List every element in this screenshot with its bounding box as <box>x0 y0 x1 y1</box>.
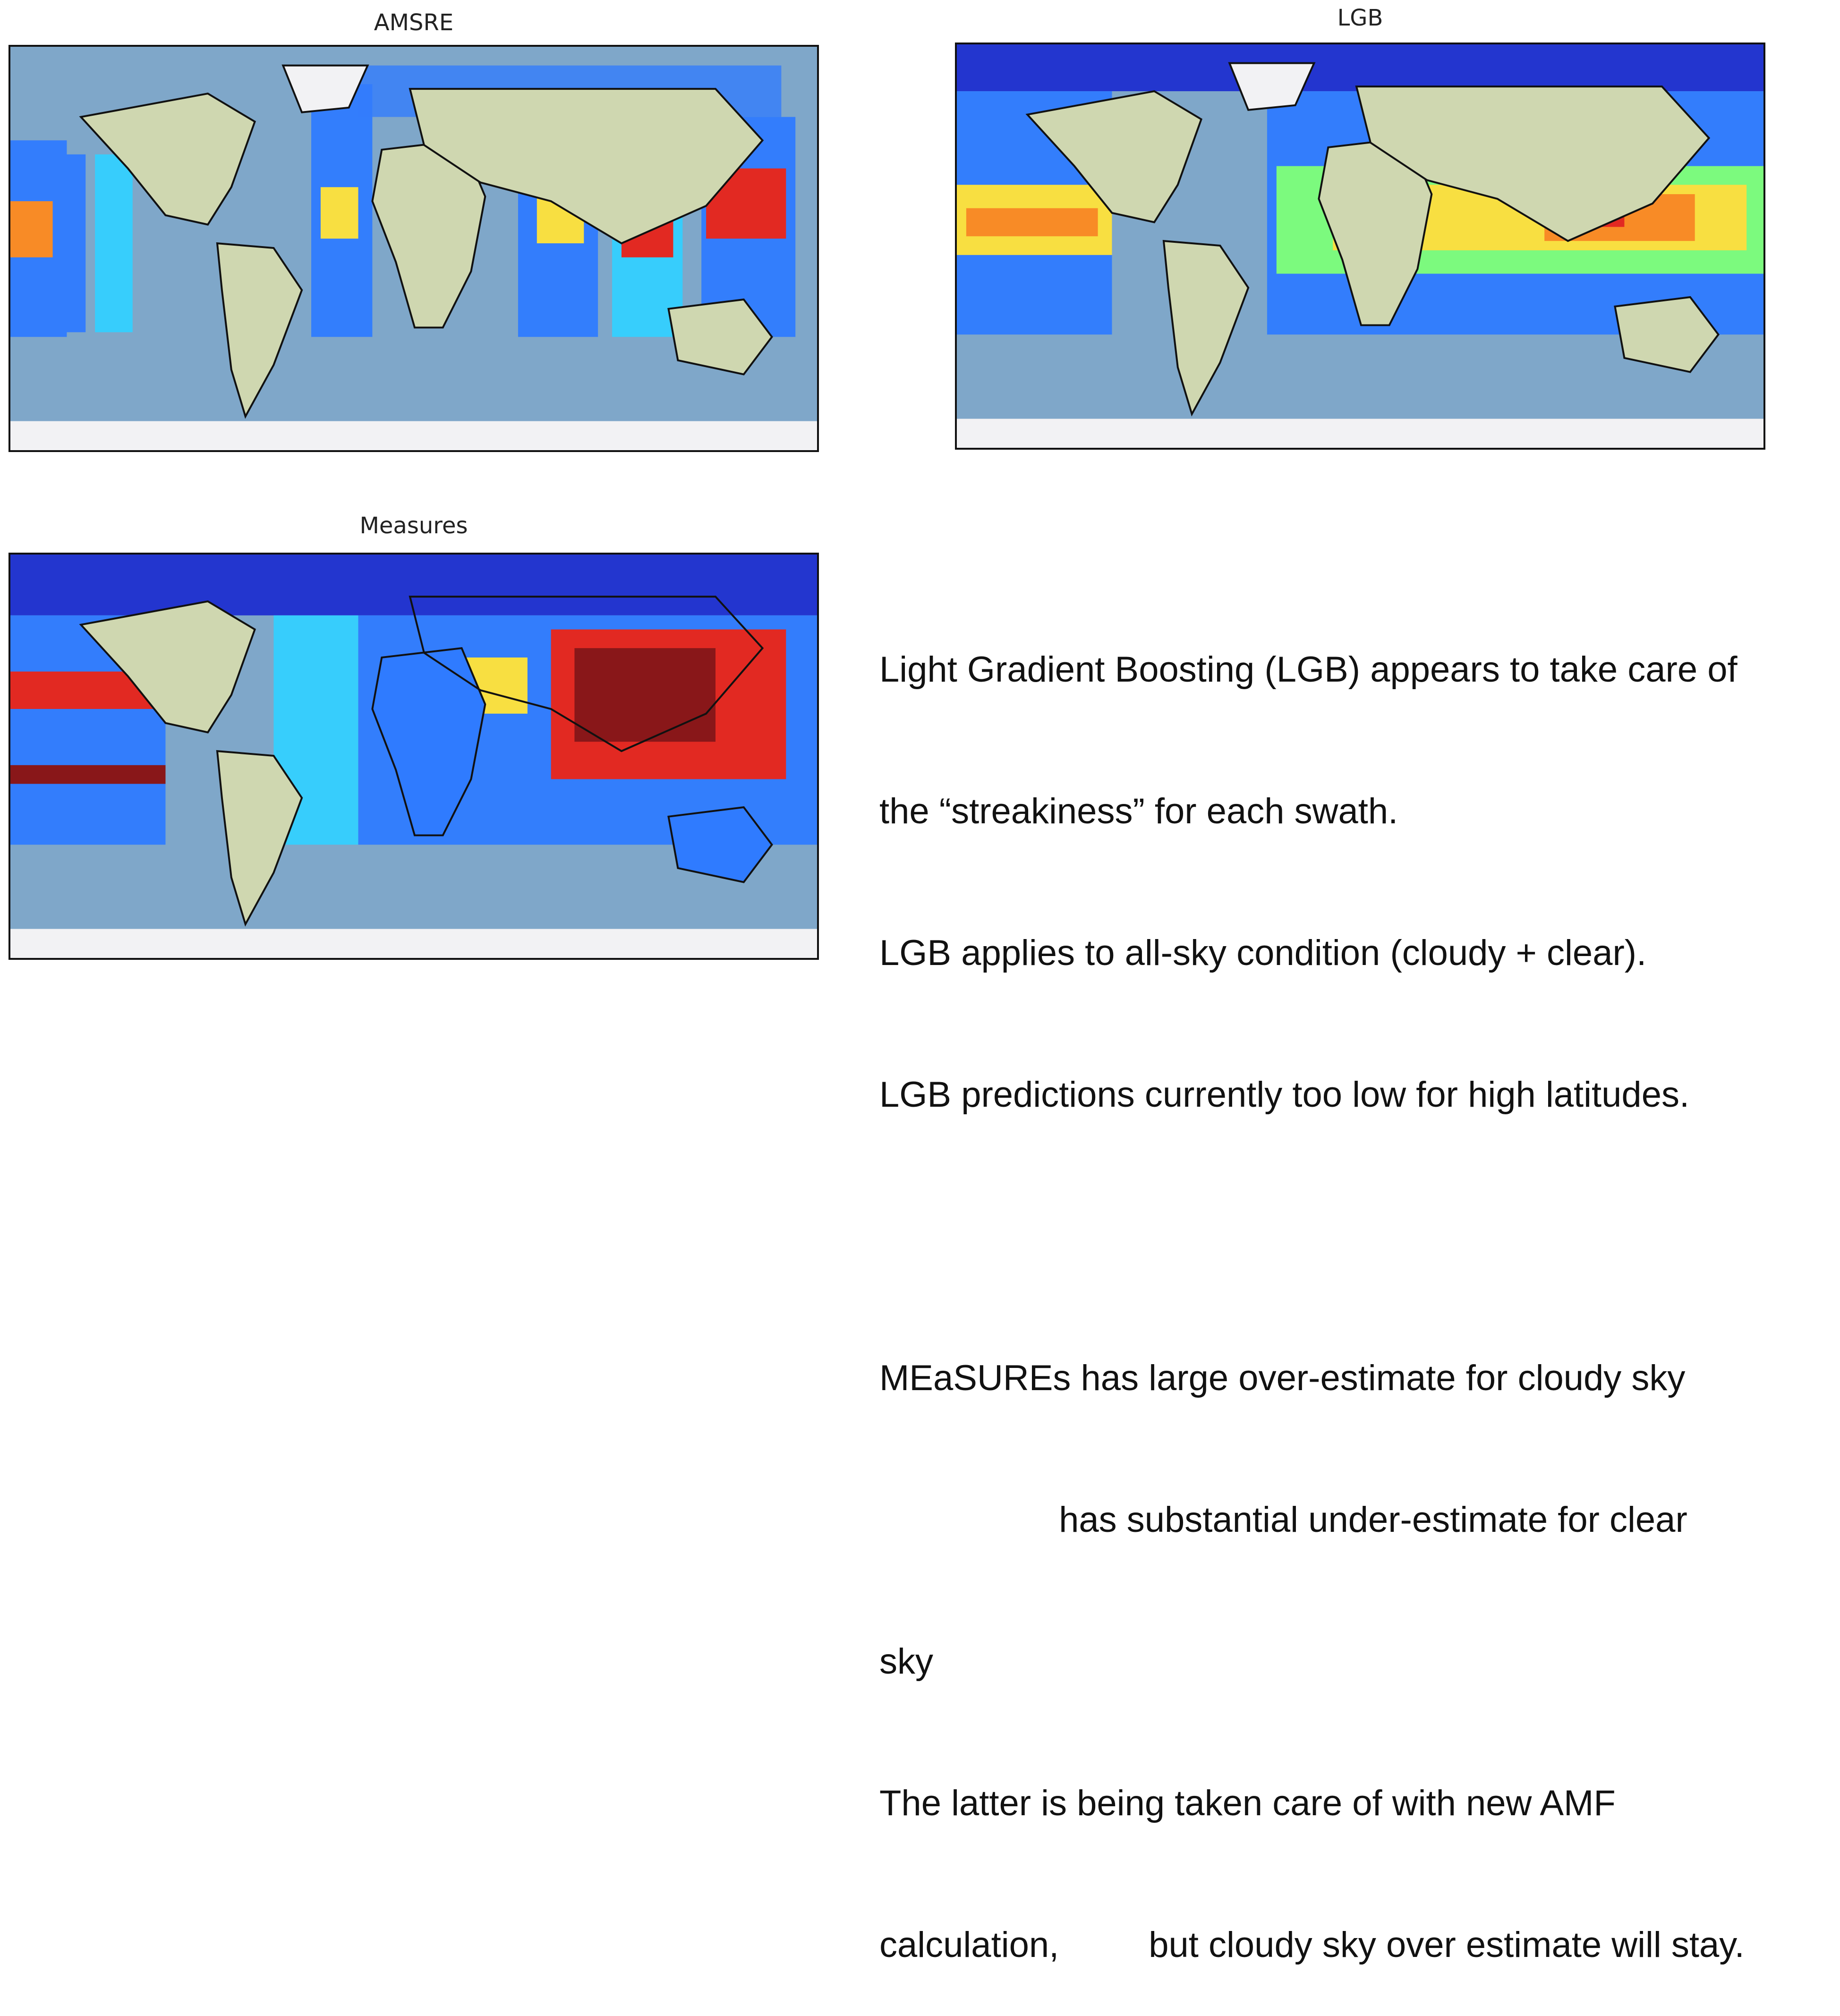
note-line: LGB predictions currently too low for hi… <box>879 1075 1690 1115</box>
notes-text: Light Gradient Boosting (LGB) appears to… <box>879 552 1833 2016</box>
panel-amsre: AMSRE <box>9 5 819 454</box>
world-map-measures-icon <box>10 555 817 958</box>
panel-lgb: LGB <box>955 4 1765 453</box>
panel-title: Measures <box>359 513 468 539</box>
map-measures <box>9 553 819 960</box>
map-amsre <box>9 45 819 452</box>
note-line: Light Gradient Boosting (LGB) appears to… <box>879 649 1738 690</box>
world-map-lgb-icon <box>957 44 1763 448</box>
note-line: MEaSUREs has large over-estimate for clo… <box>879 1358 1686 1398</box>
note-line: The latter is being taken care of with n… <box>879 1783 1616 1823</box>
note-line: LGB applies to all-sky condition (cloudy… <box>879 933 1647 973</box>
world-map-amsre-icon <box>10 47 817 450</box>
panel-title: LGB <box>1337 5 1383 31</box>
panel-title: AMSRE <box>374 9 454 36</box>
note-line <box>879 1213 1833 1260</box>
panel-measures: Measures <box>9 513 819 962</box>
note-line: has substantial under-estimate for clear <box>879 1500 1687 1540</box>
map-lgb <box>955 43 1765 450</box>
note-line: calculation, but cloudy sky over estimat… <box>879 1925 1745 1965</box>
note-line: sky <box>879 1641 933 1682</box>
note-line: the “streakiness” for each swath. <box>879 791 1398 831</box>
